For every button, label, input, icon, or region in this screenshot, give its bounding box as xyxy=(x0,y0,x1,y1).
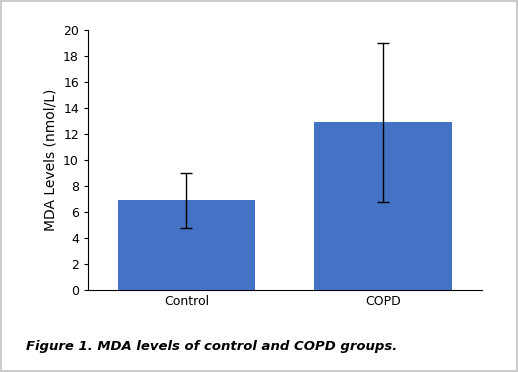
Y-axis label: MDA Levels (nmol/L): MDA Levels (nmol/L) xyxy=(44,89,57,231)
Bar xyxy=(118,200,255,290)
Text: Figure 1. MDA levels of control and COPD groups.: Figure 1. MDA levels of control and COPD… xyxy=(26,340,397,353)
Bar xyxy=(314,122,452,290)
